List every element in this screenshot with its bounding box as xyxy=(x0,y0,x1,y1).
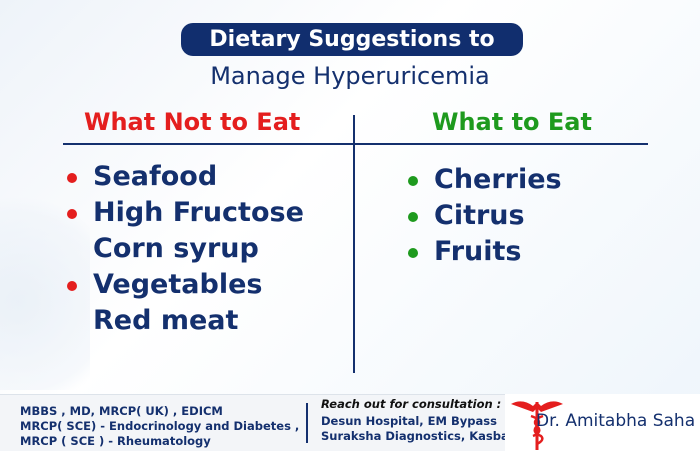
list-item: Seafood xyxy=(67,159,304,195)
doctor-name: Dr. Amitabha Saha xyxy=(536,411,696,431)
divider-vertical xyxy=(353,115,355,373)
list-item: Citrus xyxy=(408,198,562,234)
footer-divider xyxy=(306,403,308,443)
bullet-icon xyxy=(67,281,77,291)
list-item: Fruits xyxy=(408,234,562,270)
bullet-icon xyxy=(67,173,77,183)
locations: Desun Hospital, EM Bypass Suraksha Diagn… xyxy=(321,414,509,443)
reach-label: Reach out for consultation : xyxy=(321,397,502,411)
bullet-icon xyxy=(408,212,418,222)
list-item: Vegetables xyxy=(67,267,304,303)
eat-list: Cherries Citrus Fruits xyxy=(408,162,562,270)
bullet-icon xyxy=(408,248,418,258)
title-subline: Manage Hyperuricemia xyxy=(210,62,490,90)
list-item-continuation: Corn syrup xyxy=(93,233,259,264)
hexagon-decoration xyxy=(0,170,90,390)
logo xyxy=(505,394,700,451)
list-item: Cherries xyxy=(408,162,562,198)
caduceus-icon xyxy=(511,401,563,450)
avoid-heading: What Not to Eat xyxy=(84,108,301,136)
list-item-continuation: Red meat xyxy=(93,305,239,336)
eat-heading: What to Eat xyxy=(432,108,592,136)
bullet-icon xyxy=(408,176,418,186)
bullet-icon xyxy=(67,209,77,219)
divider-horizontal xyxy=(63,143,648,145)
credentials: MBBS , MD, MRCP( UK) , EDICM MRCP( SCE) … xyxy=(20,404,300,448)
title-banner: Dietary Suggestions to xyxy=(181,23,523,56)
avoid-list: Seafood High Fructose Corn syrup Vegetab… xyxy=(67,159,304,339)
list-item: High Fructose xyxy=(67,195,304,231)
